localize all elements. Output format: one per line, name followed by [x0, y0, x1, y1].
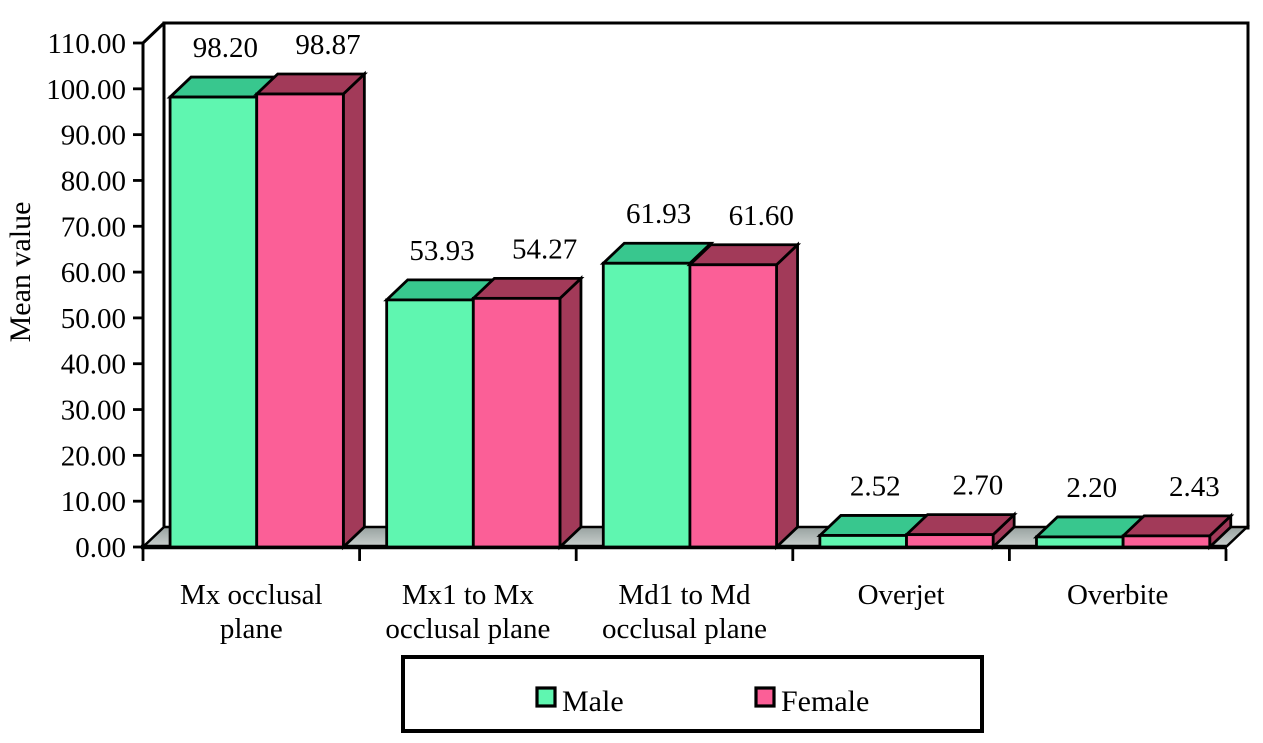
- wall-top-left-edge: [141, 21, 166, 45]
- bar-female-front: [688, 263, 778, 549]
- bar-female-front: [471, 296, 562, 549]
- category-label: Overjet: [858, 579, 945, 611]
- y-axis-tick-label: 80.00: [61, 165, 126, 197]
- y-axis-tick-label: 50.00: [61, 303, 126, 335]
- y-axis-tick-label: 110.00: [47, 28, 126, 60]
- bar-value-label-male: 98.20: [193, 32, 258, 64]
- bar-male-front: [1035, 535, 1125, 549]
- bar-female-front: [905, 533, 995, 549]
- category-label: occlusal plane: [385, 613, 550, 645]
- y-axis-tick-label: 70.00: [61, 211, 126, 243]
- bar-value-label-female: 98.87: [295, 29, 360, 61]
- bar-female-top: [1119, 514, 1235, 538]
- y-axis-tick-label: 100.00: [46, 74, 126, 106]
- bar-male-front: [818, 534, 908, 549]
- bar-female-top: [469, 276, 585, 300]
- bar-value-label-male: 61.93: [626, 198, 691, 230]
- bar-value-label-female: 61.60: [729, 200, 794, 232]
- bar-female-side: [775, 241, 799, 551]
- category-label: occlusal plane: [602, 613, 767, 645]
- bar-female-side: [341, 70, 366, 551]
- bar-female-side: [558, 275, 583, 551]
- category-label: Mx occlusal: [180, 579, 323, 611]
- bar-female-top: [903, 513, 1018, 537]
- bar-value-label-female: 2.70: [952, 470, 1003, 502]
- legend-box: [401, 655, 984, 733]
- bar-value-label-female: 2.43: [1169, 471, 1220, 503]
- category-label: Mx1 to Mx: [402, 579, 535, 611]
- y-axis-tick-label: 20.00: [61, 440, 126, 472]
- legend-swatch-male: [535, 686, 557, 708]
- bar-value-label-female: 54.27: [512, 233, 577, 265]
- y-axis-tick-label: 90.00: [61, 120, 126, 152]
- y-axis-title: Mean value: [4, 202, 37, 343]
- legend-swatch-female: [754, 686, 776, 708]
- category-label: Overbite: [1067, 579, 1168, 611]
- category-label: plane: [220, 613, 283, 645]
- bar-female-front: [255, 92, 345, 549]
- bar-male-front: [601, 261, 692, 549]
- y-axis-tick-label: 0.00: [75, 532, 126, 564]
- y-axis-tick-label: 60.00: [61, 257, 126, 289]
- bar-female-top: [686, 243, 802, 267]
- plot-area: 0.00 10.00 20.00 30.00 40.00 50.00 60.00 70.00 8…: [46, 21, 1251, 645]
- bar-value-label-male: 2.20: [1066, 472, 1117, 504]
- bar-value-label-male: 2.52: [850, 470, 901, 502]
- legend-label-male: Male: [562, 685, 624, 718]
- category-label: Md1 to Md: [618, 579, 751, 611]
- bar-value-label-male: 53.93: [409, 235, 474, 267]
- bar-female-top: [253, 72, 368, 96]
- bar-male-front: [385, 298, 475, 549]
- bar-female-front: [1121, 534, 1212, 549]
- legend-label-female: Female: [781, 685, 869, 718]
- legend: Male Female: [401, 655, 984, 733]
- y-axis-tick-label: 30.00: [61, 395, 126, 427]
- y-axis-tick-label: 40.00: [61, 349, 126, 381]
- y-axis-tick-label: 10.00: [61, 486, 126, 518]
- bar-male-front: [168, 95, 259, 549]
